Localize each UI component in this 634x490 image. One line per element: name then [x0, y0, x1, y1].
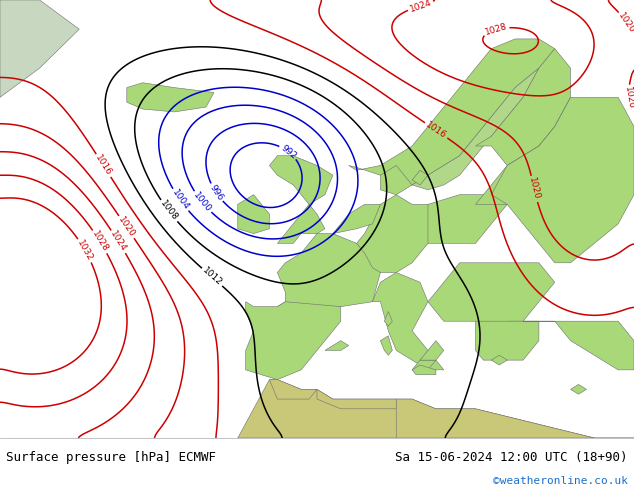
Polygon shape	[412, 68, 539, 190]
Polygon shape	[396, 399, 595, 438]
Text: Sa 15-06-2024 12:00 UTC (18+90): Sa 15-06-2024 12:00 UTC (18+90)	[395, 451, 628, 464]
Text: 1024: 1024	[108, 230, 128, 254]
Polygon shape	[325, 341, 349, 350]
Polygon shape	[269, 380, 317, 399]
Text: 1028: 1028	[484, 22, 508, 37]
Polygon shape	[420, 341, 444, 360]
Polygon shape	[356, 195, 436, 272]
Polygon shape	[476, 98, 578, 204]
Polygon shape	[349, 39, 555, 185]
Polygon shape	[278, 234, 380, 312]
Text: 1032: 1032	[75, 238, 94, 263]
Polygon shape	[412, 365, 436, 375]
Polygon shape	[412, 360, 436, 370]
Polygon shape	[428, 263, 555, 331]
Text: 1020: 1020	[117, 215, 137, 239]
Polygon shape	[380, 336, 392, 355]
Polygon shape	[317, 390, 396, 409]
Text: 1020: 1020	[527, 177, 541, 201]
Polygon shape	[491, 355, 507, 365]
Text: 1028: 1028	[90, 230, 110, 254]
Text: Surface pressure [hPa] ECMWF: Surface pressure [hPa] ECMWF	[6, 451, 216, 464]
Text: 1016: 1016	[94, 153, 113, 178]
Text: 1016: 1016	[424, 120, 448, 141]
Polygon shape	[238, 380, 634, 438]
Text: 992: 992	[279, 143, 298, 161]
Polygon shape	[0, 0, 79, 98]
Polygon shape	[476, 321, 539, 360]
Polygon shape	[523, 321, 634, 370]
Text: 1020: 1020	[623, 86, 634, 110]
Text: 1012: 1012	[200, 266, 224, 288]
Polygon shape	[384, 312, 392, 326]
Polygon shape	[373, 272, 444, 370]
Polygon shape	[412, 171, 428, 185]
Polygon shape	[428, 195, 507, 244]
Text: 1000: 1000	[191, 191, 213, 214]
Polygon shape	[333, 204, 380, 234]
Text: 996: 996	[208, 183, 225, 202]
Polygon shape	[476, 49, 571, 166]
Polygon shape	[127, 83, 214, 112]
Polygon shape	[491, 98, 634, 263]
Text: 1024: 1024	[408, 0, 433, 14]
Text: 1008: 1008	[158, 199, 179, 223]
Polygon shape	[269, 156, 333, 244]
Polygon shape	[571, 385, 586, 394]
Polygon shape	[238, 195, 269, 234]
Text: ©weatheronline.co.uk: ©weatheronline.co.uk	[493, 476, 628, 486]
Text: 1020: 1020	[616, 11, 634, 35]
Text: 1004: 1004	[170, 188, 191, 212]
Polygon shape	[246, 302, 341, 380]
Polygon shape	[380, 166, 412, 195]
